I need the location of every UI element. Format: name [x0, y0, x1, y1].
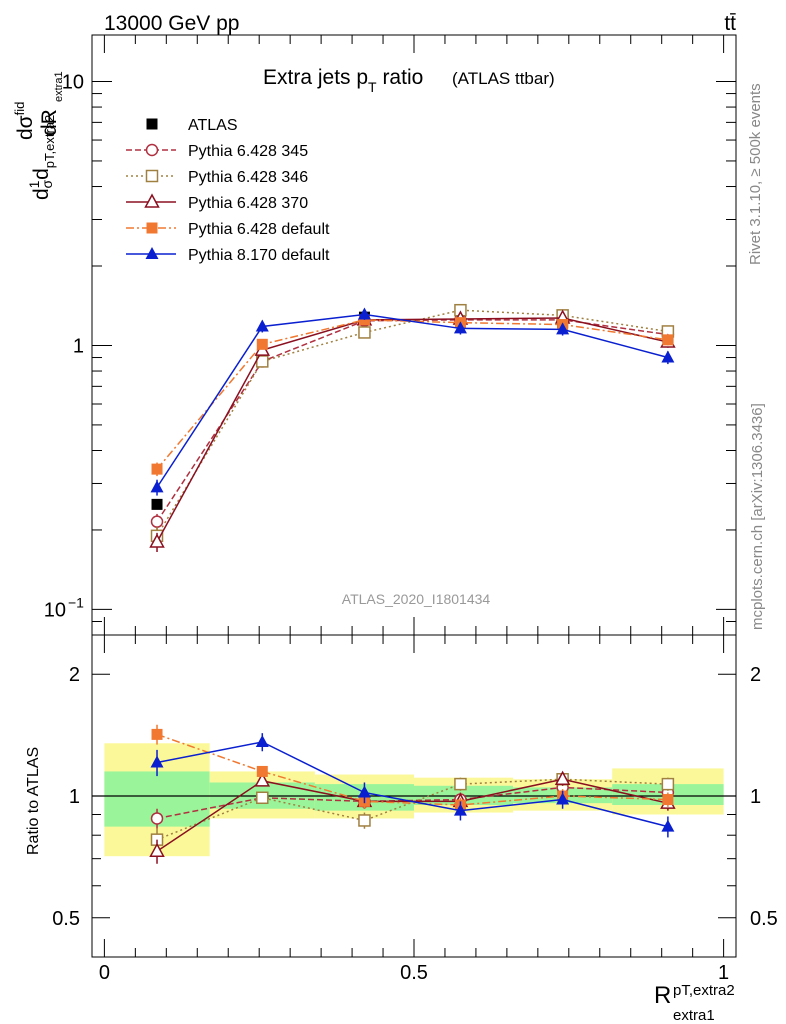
legend-label: Pythia 6.428 345	[188, 143, 308, 160]
legend-label: Pythia 6.428 default	[188, 221, 330, 238]
series-line	[156, 309, 668, 537]
ratio-y-tick-label: 2	[69, 664, 80, 686]
process-label: tt̄	[724, 12, 736, 35]
ratio-point	[254, 772, 271, 787]
svg-text:Extra jets pT ratio: Extra jets pT ratio	[263, 66, 423, 95]
title-main: Extra jets p	[263, 66, 368, 89]
ratio-point	[149, 842, 165, 858]
series-line	[156, 319, 668, 523]
legend-label: ATLAS	[188, 117, 238, 134]
data-point	[150, 480, 164, 493]
ratio-point	[554, 770, 571, 786]
legend-label: Pythia 6.428 370	[188, 195, 308, 212]
svg-text:extra1: extra1	[53, 71, 65, 102]
data-point	[662, 334, 674, 346]
legend-marker	[145, 247, 159, 259]
title-sub: T	[368, 79, 377, 95]
ratio-line	[156, 778, 668, 841]
ratio-series	[149, 724, 676, 864]
ratio-point	[661, 819, 675, 832]
x-tick-label: 1	[718, 962, 729, 984]
x-tick-label: 0.5	[400, 962, 428, 984]
chart-title: Extra jets pT ratio (ATLAS ttbar)	[263, 66, 555, 95]
ratio-point	[662, 794, 674, 806]
title-paren: (ATLAS ttbar)	[452, 69, 555, 88]
ratio-point	[151, 728, 163, 740]
data-point	[151, 463, 163, 475]
series-5	[150, 307, 675, 496]
series-2	[150, 303, 675, 546]
ratio-ylabel: Ratio to ATLAS	[25, 747, 42, 855]
ratio-y-tick-label-right: 2	[750, 664, 761, 686]
ratio-line	[156, 733, 668, 806]
rivet-label: Rivet 3.1.10, ≥ 500k events	[747, 83, 764, 265]
series-line	[156, 313, 669, 488]
x-axis-label: R pT,extra2 extra1	[654, 982, 735, 1024]
data-point	[150, 515, 164, 528]
data-point	[149, 533, 165, 548]
series-3	[149, 309, 676, 553]
y-tick-label: 10	[44, 599, 66, 621]
series-line	[156, 319, 668, 470]
ratio-line	[156, 786, 668, 820]
x-label-sub: extra1	[673, 1007, 715, 1024]
energy-label: 13000 GeV pp	[104, 12, 239, 35]
legend-marker	[146, 222, 158, 234]
series-1	[150, 313, 675, 530]
ratio-point	[358, 814, 371, 827]
y-tick-label: 10	[62, 71, 84, 93]
data-point	[358, 326, 371, 339]
x-label-main: R	[654, 982, 671, 1009]
analysis-label: ATLAS_2020_I1801434	[342, 591, 491, 607]
title-rest: ratio	[377, 66, 424, 89]
legend: ATLAS Pythia 6.428 345 Pythia 6.428 346 Pyt…	[126, 117, 330, 264]
data-point	[556, 322, 570, 335]
main-ylabel: d1σdpT,extra2 dσfid dR extra1	[12, 71, 65, 200]
legend-marker	[146, 118, 158, 130]
svg-text:dR: dR	[38, 109, 61, 136]
data-point	[255, 319, 269, 332]
ratio-bands	[92, 743, 736, 857]
svg-text:dσfid: dσfid	[12, 102, 37, 140]
ratio-y-tick-label-right: 0.5	[750, 908, 778, 930]
data-point	[357, 307, 371, 320]
main-series	[149, 303, 676, 553]
ratio-series-4	[150, 733, 675, 838]
ratio-point	[256, 765, 268, 777]
ratio-axes: 0.5 0.5 1 1 2 2 0 0.5 1	[52, 635, 778, 984]
ratio-line	[156, 741, 669, 828]
series-line	[156, 317, 669, 543]
y-tick-label: 1	[73, 335, 84, 357]
ratio-point	[256, 791, 269, 805]
data-point	[151, 498, 163, 510]
legend-marker	[144, 193, 160, 208]
legend-label: Pythia 8.170 default	[188, 247, 330, 264]
ratio-y-tick-label-right: 1	[750, 786, 761, 808]
legend-marker	[145, 169, 159, 183]
ratio-y-tick-label: 0.5	[52, 908, 80, 930]
y-tick-exponent: −1	[68, 594, 84, 610]
ratio-point	[661, 777, 675, 791]
ratio-point	[150, 812, 164, 825]
data-point	[256, 338, 268, 350]
ratio-point	[255, 734, 269, 747]
mcplots-label: mcplots.cern.ch [arXiv:1306.3436]	[749, 403, 766, 630]
ratio-point	[556, 792, 570, 805]
x-label-sup: pT,extra2	[673, 982, 735, 999]
data-point	[453, 321, 467, 334]
x-tick-label: 0	[99, 962, 110, 984]
ratio-point	[453, 803, 467, 816]
data-point	[661, 350, 675, 363]
ratio-y-tick-label: 1	[69, 786, 80, 808]
ratio-point	[454, 777, 467, 791]
ratio-point	[357, 785, 371, 798]
legend-marker	[145, 143, 159, 157]
ratio-point	[150, 755, 164, 768]
legend-label: Pythia 6.428 346	[188, 169, 308, 186]
